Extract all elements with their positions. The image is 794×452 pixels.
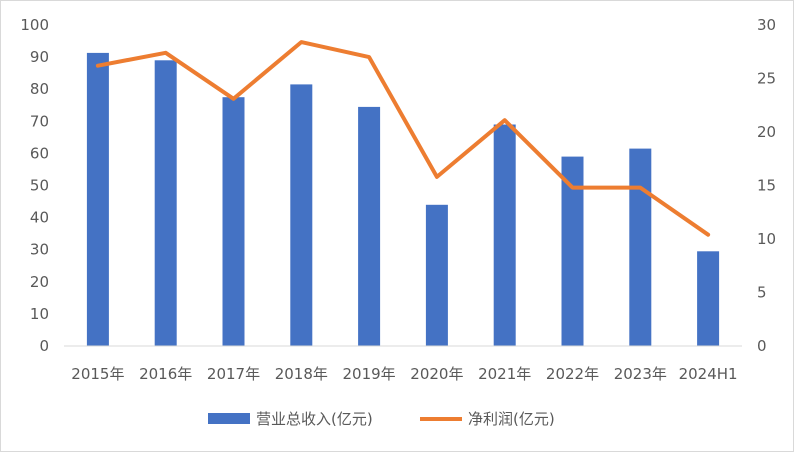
bar-3	[290, 84, 313, 347]
category-label: 2024H1	[679, 365, 738, 383]
line-point-7	[572, 187, 573, 188]
legend-label-revenue: 营业总收入(亿元)	[256, 410, 373, 428]
right-tick-label: 5	[757, 284, 767, 302]
category-label: 2019年	[343, 365, 396, 383]
right-tick-label: 10	[757, 230, 776, 248]
bar-1	[154, 60, 177, 347]
x-axis-ticks: 2015年 2016年 2017年 2018年 2019年 2020年 2021年 2022年…	[71, 365, 737, 383]
right-tick-label: 20	[757, 123, 776, 141]
bar-7	[561, 156, 584, 346]
left-tick-label: 90	[30, 48, 49, 66]
net-profit-line	[95, 40, 711, 237]
category-label: 2020年	[410, 365, 463, 383]
left-tick-label: 20	[30, 273, 49, 291]
line-point-0	[97, 65, 98, 66]
left-tick-label: 80	[30, 80, 49, 98]
category-label: 2022年	[546, 365, 599, 383]
legend-swatch-revenue	[208, 413, 250, 424]
line-point-8	[640, 187, 641, 188]
category-label: 2017年	[207, 365, 260, 383]
line-point-9	[708, 234, 709, 235]
category-label: 2018年	[275, 365, 328, 383]
line-point-3	[301, 42, 302, 43]
category-label: 2021年	[478, 365, 531, 383]
bar-2	[222, 97, 245, 346]
right-tick-label: 30	[757, 16, 776, 34]
left-tick-label: 100	[20, 16, 49, 34]
left-tick-label: 10	[30, 305, 49, 323]
legend: 营业总收入(亿元) 净利润(亿元)	[208, 410, 555, 428]
bar-4	[358, 106, 381, 347]
left-tick-label: 0	[39, 337, 49, 355]
bar-8	[629, 148, 652, 346]
right-tick-label: 25	[757, 70, 776, 88]
line-point-4	[369, 57, 370, 58]
left-tick-label: 60	[30, 144, 49, 162]
bar-series	[86, 52, 720, 347]
line-point-6	[504, 120, 505, 121]
line-point-1	[165, 52, 166, 53]
bar-6	[493, 124, 516, 346]
bar-5	[425, 204, 448, 346]
line-point-5	[436, 176, 437, 177]
left-tick-label: 70	[30, 112, 49, 130]
left-axis-ticks: 0 10 20 30 40 50 60 70 80 90 100	[20, 16, 49, 355]
left-tick-label: 30	[30, 241, 49, 259]
left-tick-label: 50	[30, 177, 49, 195]
category-label: 2023年	[614, 365, 667, 383]
line-series	[95, 40, 711, 237]
category-label: 2016年	[139, 365, 192, 383]
bar-9	[697, 251, 720, 346]
legend-label-net-profit: 净利润(亿元)	[468, 410, 555, 428]
right-tick-label: 0	[757, 337, 767, 355]
bar-0	[86, 52, 109, 347]
right-axis-ticks: 0 5 10 15 20 25 30	[757, 16, 776, 355]
line-point-2	[233, 98, 234, 99]
category-label: 2015年	[71, 365, 124, 383]
left-tick-label: 40	[30, 209, 49, 227]
right-tick-label: 15	[757, 177, 776, 195]
